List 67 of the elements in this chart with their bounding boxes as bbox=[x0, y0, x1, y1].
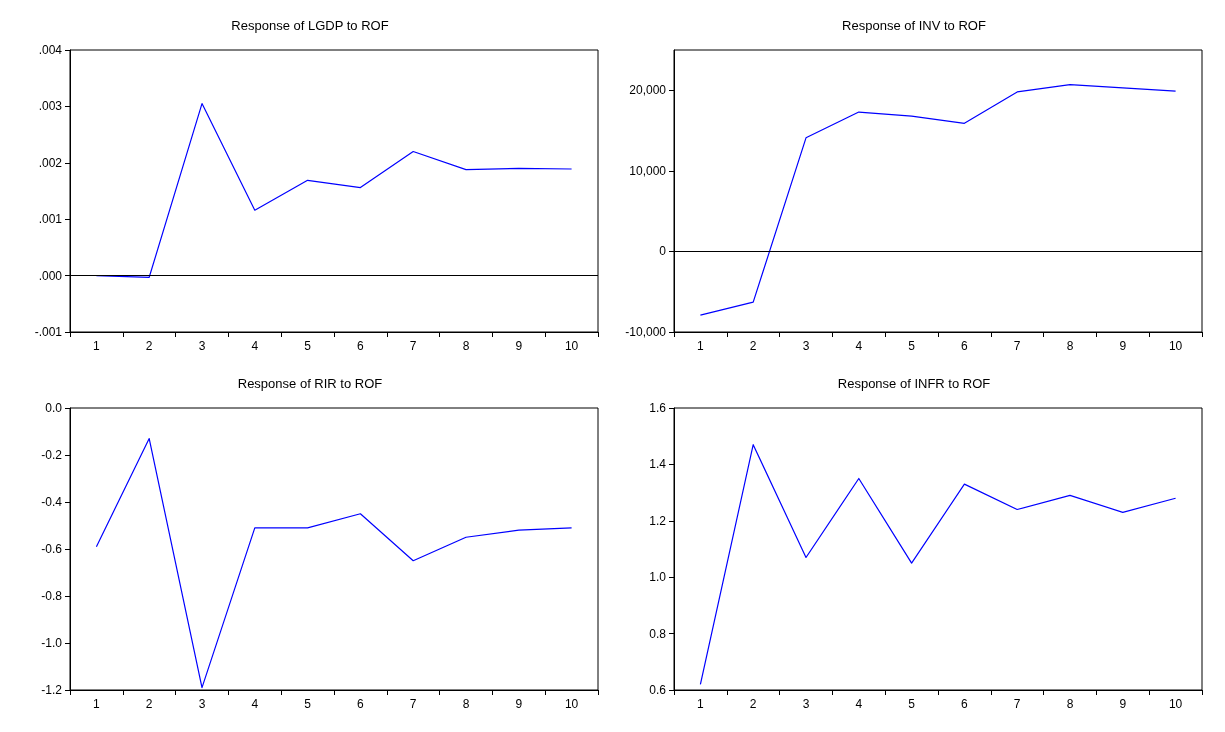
x-tick-label: 1 bbox=[93, 697, 101, 711]
x-tick-label: 2 bbox=[749, 339, 757, 353]
x-tick-label: 10 bbox=[1168, 697, 1183, 711]
y-tick-label: -0.8 bbox=[41, 589, 63, 603]
y-tick-label: 0.8 bbox=[649, 626, 667, 641]
y-tick-label: -0.6 bbox=[41, 542, 63, 556]
x-tick-label: 5 bbox=[304, 697, 312, 711]
y-tick-label: 0.6 bbox=[649, 683, 667, 697]
x-tick-label: 3 bbox=[198, 339, 206, 353]
y-tick-label: .004 bbox=[38, 43, 63, 57]
x-tick-label: 4 bbox=[855, 697, 863, 711]
y-tick-label: .001 bbox=[38, 212, 63, 227]
x-tick-label: 7 bbox=[409, 697, 417, 711]
x-tick-label: 8 bbox=[1066, 697, 1074, 711]
y-tick-label: 1.2 bbox=[649, 513, 667, 528]
x-tick-label: 7 bbox=[1013, 697, 1021, 711]
x-tick-label: 9 bbox=[1119, 339, 1127, 353]
y-tick-label: .000 bbox=[38, 268, 63, 283]
y-tick-label: -10,000 bbox=[625, 325, 667, 339]
x-tick-label: 6 bbox=[961, 339, 969, 353]
x-tick-label: 6 bbox=[357, 339, 365, 353]
x-tick-label: 7 bbox=[409, 339, 417, 353]
x-tick-label: 3 bbox=[802, 697, 810, 711]
x-tick-label: 7 bbox=[1013, 339, 1021, 353]
chart-title: Response of INV to ROF bbox=[842, 18, 986, 33]
y-tick-label: -.001 bbox=[34, 325, 63, 339]
x-tick-label: 3 bbox=[198, 697, 206, 711]
y-tick-label: -0.2 bbox=[41, 448, 63, 462]
y-tick-label: 20,000 bbox=[629, 83, 667, 98]
chart-title: Response of RIR to ROF bbox=[237, 376, 383, 391]
x-tick-label: 5 bbox=[304, 339, 312, 353]
x-tick-label: 6 bbox=[961, 697, 969, 711]
y-tick-label: 1.4 bbox=[649, 457, 667, 472]
x-tick-label: 10 bbox=[1168, 339, 1183, 353]
x-tick-label: 8 bbox=[462, 339, 470, 353]
x-tick-label: 4 bbox=[251, 697, 259, 711]
x-tick-label: 5 bbox=[908, 339, 916, 353]
y-tick-label: .002 bbox=[38, 155, 63, 170]
x-tick-label: 6 bbox=[357, 697, 365, 711]
y-tick-label: 0 bbox=[659, 244, 667, 259]
chart-title: Response of LGDP to ROF bbox=[231, 18, 389, 33]
x-tick-label: 9 bbox=[1119, 697, 1127, 711]
y-tick-label: 1.6 bbox=[649, 401, 667, 415]
x-tick-label: 10 bbox=[564, 697, 579, 711]
x-tick-label: 1 bbox=[93, 339, 101, 353]
y-tick-label: -1.2 bbox=[41, 683, 63, 697]
x-tick-label: 4 bbox=[855, 339, 863, 353]
x-tick-label: 9 bbox=[515, 697, 523, 711]
x-tick-label: 9 bbox=[515, 339, 523, 353]
x-tick-label: 3 bbox=[802, 339, 810, 353]
y-tick-label: 10,000 bbox=[629, 163, 667, 178]
chart-title: Response of INFR to ROF bbox=[837, 376, 991, 391]
x-tick-label: 5 bbox=[908, 697, 916, 711]
y-tick-label: 1.0 bbox=[649, 570, 667, 585]
x-tick-label: 2 bbox=[145, 697, 153, 711]
x-tick-label: 10 bbox=[564, 339, 579, 353]
x-tick-label: 2 bbox=[749, 697, 757, 711]
x-tick-label: 8 bbox=[462, 697, 470, 711]
x-tick-label: 8 bbox=[1066, 339, 1074, 353]
x-tick-label: 2 bbox=[145, 339, 153, 353]
x-tick-label: 1 bbox=[697, 697, 705, 711]
y-tick-label: .003 bbox=[38, 99, 63, 114]
x-tick-label: 1 bbox=[697, 339, 705, 353]
y-tick-label: -0.4 bbox=[41, 495, 63, 509]
y-tick-label: 0.0 bbox=[45, 401, 63, 415]
y-tick-label: -1.0 bbox=[41, 636, 63, 650]
x-tick-label: 4 bbox=[251, 339, 259, 353]
